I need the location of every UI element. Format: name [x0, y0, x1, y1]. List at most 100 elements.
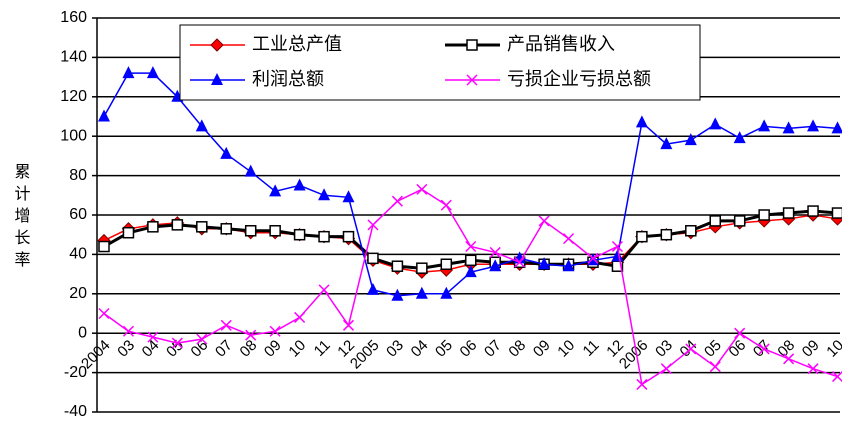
- marker: [171, 219, 184, 231]
- marker: [210, 38, 224, 52]
- x-tick-label: 2004: [78, 337, 114, 373]
- marker: [122, 226, 135, 239]
- marker: [831, 121, 842, 134]
- marker: [465, 254, 477, 267]
- x-tick-label: 09: [799, 337, 823, 361]
- marker: [146, 66, 159, 79]
- x-tick-label: 07: [212, 337, 236, 361]
- marker: [466, 39, 478, 51]
- x-tick-label: 09: [261, 337, 285, 361]
- marker: [318, 284, 330, 296]
- marker: [415, 286, 428, 299]
- x-tick-label: 06: [457, 337, 481, 361]
- marker: [244, 164, 257, 177]
- marker: [147, 331, 159, 343]
- x-tick-label: 07: [750, 337, 774, 361]
- marker: [783, 353, 795, 365]
- marker: [342, 230, 355, 243]
- marker: [342, 319, 355, 331]
- marker: [220, 223, 232, 235]
- x-tick-label: 10: [554, 337, 578, 361]
- marker: [391, 260, 404, 272]
- marker: [318, 230, 330, 243]
- y-tick-label: 160: [60, 9, 87, 26]
- marker: [758, 343, 770, 355]
- legend-label: 亏损企业亏损总额: [507, 69, 651, 89]
- x-tick-label: 10: [823, 337, 842, 361]
- marker: [293, 228, 306, 241]
- marker: [440, 258, 453, 270]
- marker: [782, 207, 795, 219]
- x-tick-label: 05: [432, 337, 456, 361]
- marker: [293, 178, 306, 191]
- marker: [489, 246, 501, 258]
- marker: [147, 221, 159, 233]
- x-tick-label: 03: [652, 337, 676, 361]
- marker: [122, 325, 134, 337]
- y-tick-label: 20: [69, 285, 87, 302]
- marker: [416, 262, 428, 274]
- x-tick-label: 03: [383, 337, 407, 361]
- marker: [269, 325, 281, 337]
- marker: [342, 190, 355, 203]
- marker: [587, 252, 599, 264]
- marker: [171, 337, 183, 349]
- marker: [220, 146, 233, 159]
- marker: [782, 121, 795, 134]
- marker: [758, 119, 771, 132]
- marker: [758, 209, 770, 221]
- marker: [636, 378, 648, 390]
- y-tick-label: 100: [60, 127, 87, 144]
- marker: [367, 219, 379, 231]
- marker: [391, 288, 404, 301]
- legend-label: 产品销售收入: [507, 34, 615, 54]
- marker: [733, 131, 746, 144]
- marker: [245, 329, 257, 341]
- marker: [807, 205, 819, 217]
- marker: [98, 240, 110, 253]
- x-tick-label: 11: [580, 337, 603, 360]
- marker: [807, 363, 819, 375]
- marker: [660, 228, 673, 241]
- marker: [269, 225, 281, 237]
- marker: [734, 327, 746, 339]
- marker: [98, 307, 110, 320]
- marker: [98, 109, 110, 122]
- marker: [709, 215, 721, 227]
- x-tick-label: 08: [505, 337, 529, 361]
- marker: [684, 133, 697, 146]
- marker: [831, 207, 842, 219]
- marker: [563, 233, 575, 245]
- y-tick-label: 60: [69, 206, 87, 223]
- marker: [391, 195, 403, 207]
- x-tick-label: 07: [481, 337, 505, 361]
- legend-box: [179, 24, 701, 101]
- marker: [733, 215, 746, 227]
- marker: [685, 225, 697, 237]
- y-tick-label: 0: [78, 324, 87, 341]
- marker: [709, 361, 721, 373]
- marker: [660, 363, 672, 375]
- marker: [195, 119, 208, 132]
- marker: [807, 119, 820, 132]
- x-tick-label: 09: [530, 337, 554, 361]
- x-tick-label: 2005: [347, 337, 383, 373]
- marker: [611, 240, 623, 253]
- marker: [611, 249, 624, 262]
- marker: [269, 184, 282, 197]
- y-axis-label: 累计增长率: [12, 163, 31, 273]
- marker: [538, 215, 550, 227]
- y-tick-label: -40: [64, 403, 87, 420]
- legend-label: 工业总产值: [252, 34, 342, 54]
- marker: [244, 225, 257, 237]
- marker: [685, 343, 697, 355]
- marker: [366, 282, 379, 295]
- marker: [211, 73, 223, 85]
- marker: [489, 259, 502, 272]
- marker: [636, 230, 648, 243]
- marker: [538, 257, 551, 270]
- x-tick-label: 10: [285, 337, 309, 361]
- y-tick-label: 120: [60, 88, 87, 105]
- marker: [466, 74, 478, 86]
- marker: [465, 240, 477, 253]
